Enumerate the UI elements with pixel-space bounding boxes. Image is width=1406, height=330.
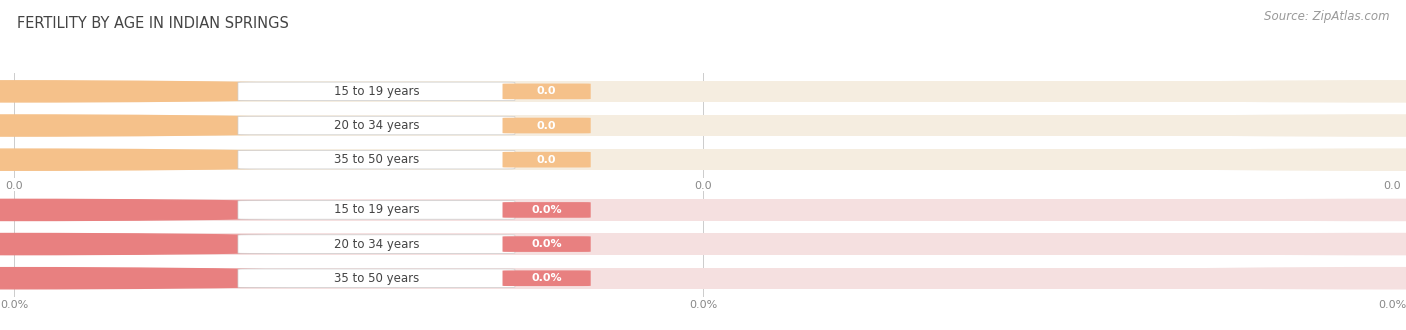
Circle shape <box>965 115 1406 136</box>
Circle shape <box>0 115 441 136</box>
FancyBboxPatch shape <box>238 82 515 101</box>
Text: Source: ZipAtlas.com: Source: ZipAtlas.com <box>1264 10 1389 23</box>
Circle shape <box>0 268 441 289</box>
Circle shape <box>965 149 1406 170</box>
Bar <box>14 149 1392 170</box>
FancyBboxPatch shape <box>238 269 515 287</box>
Text: 15 to 19 years: 15 to 19 years <box>333 203 419 216</box>
Circle shape <box>965 234 1406 255</box>
Circle shape <box>0 81 441 102</box>
Circle shape <box>0 199 441 220</box>
Text: 0.0: 0.0 <box>537 120 557 131</box>
Bar <box>14 81 1392 102</box>
FancyBboxPatch shape <box>502 83 591 99</box>
FancyBboxPatch shape <box>238 116 515 135</box>
Circle shape <box>965 199 1406 220</box>
Bar <box>14 234 1392 255</box>
Bar <box>14 268 1392 289</box>
Bar <box>14 199 1392 220</box>
FancyBboxPatch shape <box>238 150 515 169</box>
Text: 20 to 34 years: 20 to 34 years <box>333 238 419 250</box>
Bar <box>14 115 1392 136</box>
Text: 20 to 34 years: 20 to 34 years <box>333 119 419 132</box>
Text: FERTILITY BY AGE IN INDIAN SPRINGS: FERTILITY BY AGE IN INDIAN SPRINGS <box>17 16 288 31</box>
Text: 0.0: 0.0 <box>537 155 557 165</box>
Text: 15 to 19 years: 15 to 19 years <box>333 85 419 98</box>
FancyBboxPatch shape <box>502 270 591 286</box>
FancyBboxPatch shape <box>502 202 591 218</box>
Circle shape <box>965 268 1406 289</box>
Text: 35 to 50 years: 35 to 50 years <box>333 272 419 285</box>
FancyBboxPatch shape <box>502 152 591 168</box>
FancyBboxPatch shape <box>238 235 515 253</box>
FancyBboxPatch shape <box>238 201 515 219</box>
FancyBboxPatch shape <box>502 236 591 252</box>
FancyBboxPatch shape <box>502 118 591 133</box>
Circle shape <box>0 234 441 255</box>
Text: 0.0%: 0.0% <box>531 205 562 215</box>
Circle shape <box>0 149 441 170</box>
Text: 0.0%: 0.0% <box>531 239 562 249</box>
Text: 0.0%: 0.0% <box>531 273 562 283</box>
Text: 0.0: 0.0 <box>537 86 557 96</box>
Circle shape <box>965 81 1406 102</box>
Text: 35 to 50 years: 35 to 50 years <box>333 153 419 166</box>
